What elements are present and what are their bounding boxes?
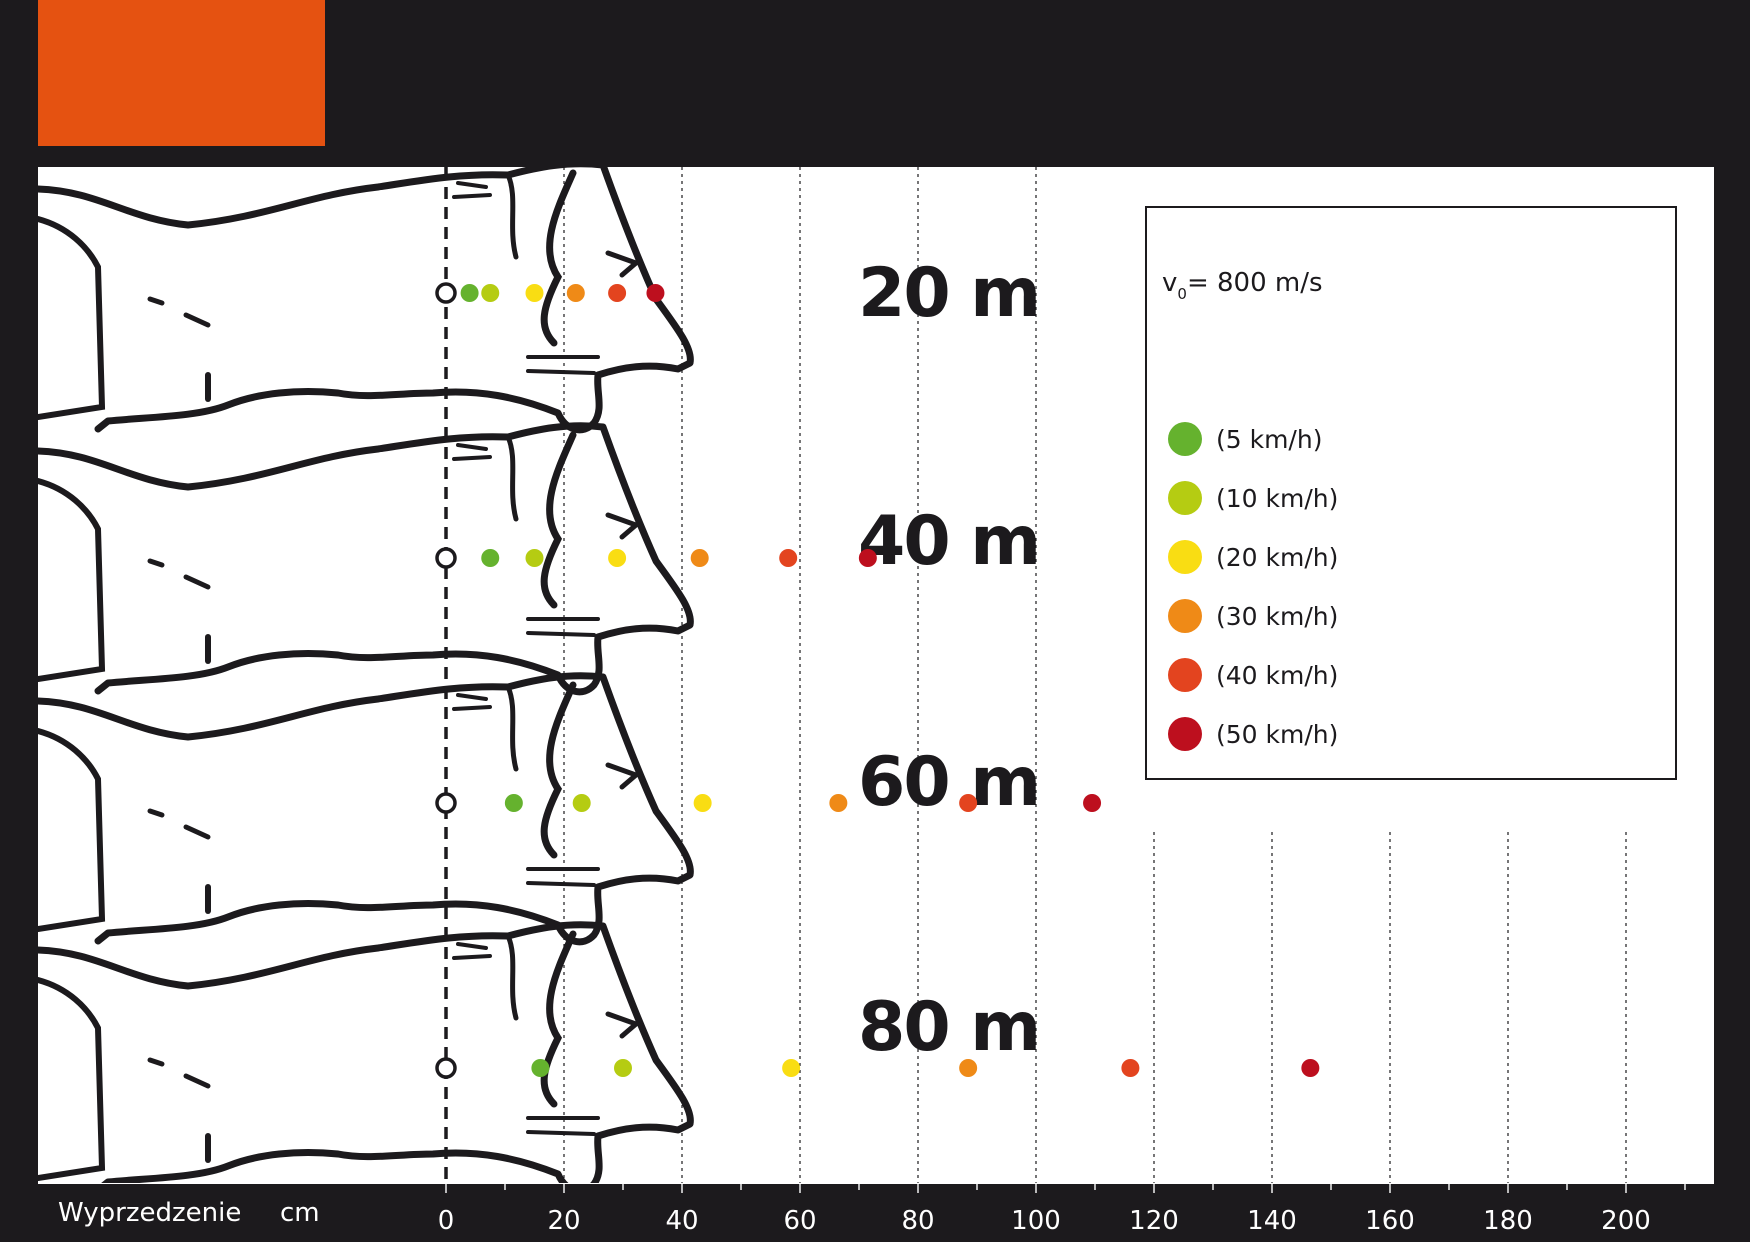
x-axis-title: Wyprzedzenie xyxy=(58,1198,241,1228)
data-point xyxy=(690,549,709,567)
data-point xyxy=(525,284,544,302)
data-point xyxy=(608,549,627,567)
data-point xyxy=(614,1059,632,1077)
grid-lines xyxy=(563,167,1627,1183)
boar-silhouette xyxy=(38,422,694,696)
boar-silhouettes xyxy=(38,167,694,1183)
data-point xyxy=(1121,1059,1140,1077)
data-point xyxy=(566,284,585,302)
legend-swatch xyxy=(1168,658,1202,692)
legend-swatch xyxy=(1168,540,1202,574)
brand-block xyxy=(38,0,325,146)
data-point xyxy=(858,549,877,567)
distance-label: 80 m xyxy=(858,988,1039,1067)
aim-point-marker xyxy=(435,1057,457,1079)
data-point xyxy=(481,284,500,302)
tick-label: 60 xyxy=(783,1206,816,1236)
tick-label: 20 xyxy=(547,1206,580,1236)
data-point xyxy=(1083,794,1102,812)
legend-swatch xyxy=(1168,717,1202,751)
legend-title-symbol: v xyxy=(1162,268,1177,298)
aim-point-marker xyxy=(435,282,457,304)
legend-label: (5 km/h) xyxy=(1216,425,1322,454)
data-point xyxy=(504,794,523,812)
data-point xyxy=(646,284,665,302)
aim-point-marker xyxy=(435,547,457,569)
legend: v0= 800 m/s (5 km/h) (10 km/h) (20 km/h) (3… xyxy=(1145,206,1677,780)
data-point xyxy=(829,794,848,812)
data-point xyxy=(959,794,978,812)
tick-label: 140 xyxy=(1247,1206,1297,1236)
aim-point-marker xyxy=(435,792,457,814)
data-point xyxy=(1301,1059,1320,1077)
distance-label: 60 m xyxy=(858,743,1039,822)
data-point xyxy=(693,794,712,812)
data-point xyxy=(481,549,500,567)
lead-chart: 20 m 40 m 60 m 80 m v0= 800 m/s (5 km/h) (10… xyxy=(38,167,1677,1183)
distance-label: 20 m xyxy=(858,254,1039,333)
legend-title-subscript: 0 xyxy=(1177,285,1187,303)
legend-items: (5 km/h) (10 km/h) (20 km/h) (30 km/h) (40 k… xyxy=(1168,422,1338,751)
boar-silhouette xyxy=(38,167,694,434)
tick-label: 160 xyxy=(1365,1206,1415,1236)
legend-label: (20 km/h) xyxy=(1216,543,1338,572)
tick-label: 40 xyxy=(665,1206,698,1236)
legend-frame xyxy=(1145,206,1677,780)
x-axis-ticks: 0 20 40 60 80 100 120 140 160 180 200 xyxy=(38,1183,1714,1236)
data-point xyxy=(531,1059,550,1077)
tick-label: 80 xyxy=(901,1206,934,1236)
legend-swatch xyxy=(1168,599,1202,633)
legend-swatch xyxy=(1168,481,1202,515)
legend-swatch xyxy=(1168,422,1202,456)
data-point xyxy=(460,284,479,302)
tick-label: 0 xyxy=(438,1206,455,1236)
distance-label: 40 m xyxy=(858,502,1039,581)
tick-label: 200 xyxy=(1601,1206,1651,1236)
legend-label: (30 km/h) xyxy=(1216,602,1338,631)
data-point xyxy=(572,794,591,812)
x-axis-unit: cm xyxy=(280,1198,320,1228)
tick-label: 120 xyxy=(1129,1206,1179,1236)
data-point xyxy=(779,549,798,567)
legend-label: (40 km/h) xyxy=(1216,661,1338,690)
distance-labels: 20 m 40 m 60 m 80 m xyxy=(858,254,1041,1067)
data-point xyxy=(525,549,544,567)
legend-label: (50 km/h) xyxy=(1216,720,1338,749)
boar-silhouette xyxy=(38,921,694,1183)
x-axis: Wyprzedzenie cm 0 20 40 60 80 100 120 140 160 180… xyxy=(38,1183,1714,1236)
lead-points xyxy=(435,282,1320,1079)
legend-title: v0= 800 m/s xyxy=(1162,268,1323,303)
tick-label: 180 xyxy=(1483,1206,1533,1236)
chart-panel: 20 m 40 m 60 m 80 m v0= 800 m/s (5 km/h) (10… xyxy=(38,167,1714,1183)
data-point xyxy=(608,284,627,302)
boar-silhouette xyxy=(38,672,694,946)
legend-label: (10 km/h) xyxy=(1216,484,1338,513)
data-point xyxy=(782,1059,801,1077)
legend-title-value: = 800 m/s xyxy=(1187,268,1323,298)
tick-label: 100 xyxy=(1011,1206,1061,1236)
data-point xyxy=(959,1059,978,1077)
